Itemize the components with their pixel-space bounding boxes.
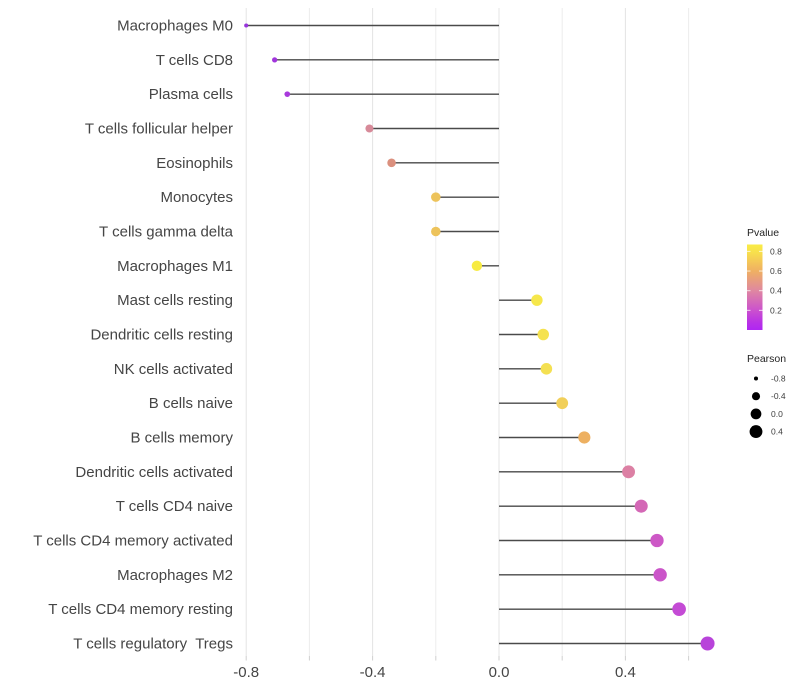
- dots-layer: [244, 23, 715, 651]
- pearson-legend-label: -0.4: [771, 391, 786, 401]
- lollipop-dot: [387, 158, 396, 168]
- stems-layer: [246, 24, 708, 645]
- lollipop-dot: [634, 499, 648, 513]
- pvalue-legend: Pvalue 0.8 0.6 0.4 0.2: [747, 227, 782, 330]
- category-label: T cells CD4 memory activated: [33, 532, 233, 549]
- pearson-legend-label: -0.8: [771, 374, 786, 384]
- category-label: T cells CD4 memory resting: [48, 601, 233, 618]
- pearson-legend-dot: [753, 376, 759, 381]
- lollipop-dot: [540, 363, 553, 375]
- category-label: T cells CD4 naive: [116, 498, 233, 515]
- category-label: NK cells activated: [114, 361, 233, 378]
- category-label: Eosinophils: [156, 155, 233, 172]
- lollipop-dot: [653, 568, 667, 582]
- x-tick-label: 0.0: [489, 664, 510, 681]
- category-label: B cells memory: [130, 429, 233, 446]
- pvalue-tick-label: 0.6: [770, 266, 782, 276]
- category-labels: Macrophages M0 T cells CD8 Plasma cells T c…: [33, 18, 233, 653]
- lollipop-dot: [471, 260, 483, 271]
- lollipop-dot: [365, 124, 374, 133]
- x-axis: -0.8 -0.4 0.0 0.4: [233, 664, 636, 681]
- pearson-legend-label: 0.0: [771, 409, 783, 419]
- category-label: Dendritic cells activated: [75, 464, 233, 481]
- lollipop-dot: [650, 533, 664, 548]
- pearson-legend-dot: [749, 425, 763, 439]
- lollipop-dot: [431, 226, 441, 237]
- grid-layer: [245, 8, 690, 661]
- category-label: T cells CD8: [156, 52, 233, 69]
- lollipop-dot: [272, 57, 278, 63]
- lollipop-dot: [284, 91, 291, 98]
- pearson-legend: Pearson -0.8 -0.4 0.0 0.4: [747, 353, 786, 439]
- category-label: Dendritic cells resting: [90, 326, 233, 343]
- pvalue-tick-label: 0.2: [770, 305, 782, 315]
- category-label: T cells regulatory Tregs: [73, 635, 233, 652]
- category-label: Mast cells resting: [117, 292, 233, 309]
- category-label: Plasma cells: [149, 86, 233, 103]
- pvalue-colorbar: [747, 244, 763, 330]
- category-label: Monocytes: [160, 189, 233, 206]
- lollipop-dot: [672, 602, 686, 616]
- category-label: Macrophages M2: [117, 567, 233, 584]
- pearson-legend-dot: [751, 392, 761, 401]
- x-tick-label: -0.4: [360, 664, 386, 681]
- category-label: B cells naive: [149, 395, 233, 412]
- category-label: T cells follicular helper: [85, 120, 233, 137]
- lollipop-dot: [622, 465, 635, 479]
- lollipop-dot: [431, 192, 441, 202]
- category-label: T cells gamma delta: [99, 223, 234, 240]
- category-label: Macrophages M1: [117, 258, 233, 275]
- lollipop-dot: [531, 294, 543, 306]
- lollipop-dot: [537, 328, 549, 341]
- lollipop-dot: [700, 636, 715, 651]
- pvalue-tick-label: 0.8: [770, 246, 782, 256]
- lollipop-dot: [244, 23, 249, 28]
- lollipop-dot: [556, 397, 569, 410]
- pearson-legend-title: Pearson: [747, 353, 786, 365]
- x-tick-label: 0.4: [615, 664, 636, 681]
- pearson-legend-dot: [750, 408, 762, 420]
- pvalue-tick-label: 0.4: [770, 286, 782, 296]
- pearson-legend-label: 0.4: [771, 427, 783, 437]
- lollipop-dot: [578, 431, 591, 444]
- x-tick-label: -0.8: [233, 664, 259, 681]
- pvalue-legend-title: Pvalue: [747, 227, 779, 239]
- category-label: Macrophages M0: [117, 18, 233, 35]
